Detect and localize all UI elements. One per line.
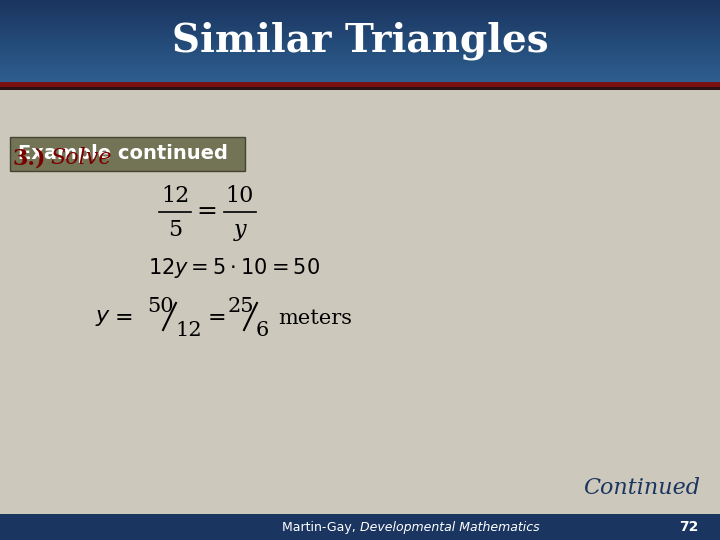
Bar [0,82,720,87]
Bar [0,71,720,74]
Text: 10: 10 [226,185,254,207]
Bar [0,30,720,33]
Text: 5: 5 [168,219,182,241]
Bar [0,28,720,30]
Text: $y$: $y$ [95,308,111,328]
Bar [0,52,720,55]
Bar [0,69,720,71]
Text: Similar Triangles: Similar Triangles [171,22,549,60]
Bar [0,79,720,82]
Text: 12: 12 [161,185,189,207]
Text: 25: 25 [228,298,254,316]
Text: 6: 6 [256,321,269,340]
Bar [0,46,720,49]
Bar [0,19,720,22]
Text: Martin-Gay,: Martin-Gay, [282,521,360,534]
Text: 3.): 3.) [12,147,45,169]
Bar [0,25,720,28]
Bar [0,60,720,63]
Bar [0,38,720,41]
Text: Developmental Mathematics: Developmental Mathematics [360,521,539,534]
Bar [0,5,720,8]
Bar [0,49,720,52]
Bar [0,514,720,540]
Bar [0,74,720,77]
Bar [0,8,720,11]
Text: y: y [234,219,246,241]
Bar [0,87,720,90]
Bar [0,3,720,5]
Bar [0,11,720,14]
Bar [0,0,720,3]
Bar [10,137,245,171]
Bar [0,36,720,38]
Text: meters: meters [278,308,352,327]
Text: 50: 50 [147,298,174,316]
Text: Example continued: Example continued [18,145,228,164]
Text: =: = [115,307,134,329]
Text: Solve: Solve [50,147,112,169]
Text: 12: 12 [175,321,202,340]
Text: $12y = 5 \cdot 10 = 50$: $12y = 5 \cdot 10 = 50$ [148,256,320,280]
Bar [0,77,720,79]
Bar [0,14,720,16]
Text: =: = [208,307,227,329]
Bar [0,57,720,60]
Bar [0,55,720,57]
Text: 72: 72 [679,520,698,534]
Bar [0,65,720,69]
Bar [0,41,720,44]
Text: =: = [197,200,217,224]
Text: Continued: Continued [583,477,700,499]
Bar [0,22,720,25]
Bar [0,44,720,46]
Bar [0,63,720,65]
Bar [0,16,720,19]
Bar [0,33,720,36]
